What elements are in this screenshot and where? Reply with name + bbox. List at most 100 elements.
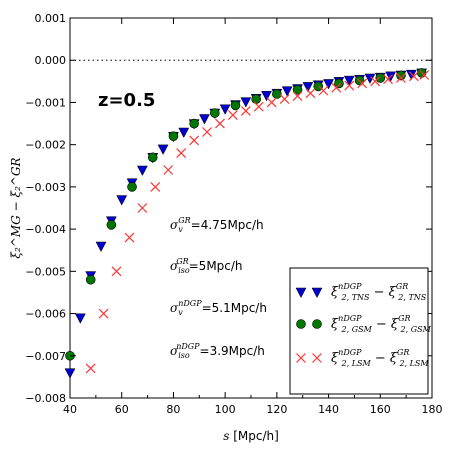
point-lsm	[137, 203, 148, 213]
point-lsm	[202, 127, 212, 137]
point-tns	[302, 82, 314, 93]
point-gsm	[334, 78, 344, 89]
point-lsm	[124, 232, 135, 243]
point-lsm	[305, 88, 316, 99]
point-lsm	[98, 308, 109, 319]
point-lsm	[85, 363, 96, 374]
point-gsm	[313, 81, 324, 92]
point-lsm	[292, 91, 303, 102]
annotation-1: σvGR=4.75Mpc/h	[170, 216, 264, 234]
point-tns	[219, 104, 231, 115]
point-gsm	[147, 152, 158, 163]
legend-marker-lsm	[312, 353, 322, 363]
point-lsm-stroke	[396, 73, 406, 83]
y-tick-label: −0.006	[25, 308, 66, 321]
x-tick-label: 120	[266, 403, 287, 416]
point-lsm-stroke	[305, 88, 316, 99]
ticks-layer: 40 60 80 100 120 140 160 180 0.001 0.000 −0.001 −0.…	[25, 12, 442, 416]
point-gsm	[189, 118, 199, 129]
point-tns	[64, 368, 76, 379]
point-lsm-stroke	[189, 135, 200, 146]
point-tns	[281, 86, 293, 97]
y-tick-label: −0.008	[25, 392, 66, 405]
annotation-2: σisoGR=5Mpc/h	[170, 257, 243, 275]
point-lsm-stroke	[419, 70, 430, 80]
y-tick-label: −0.007	[25, 350, 66, 363]
point-lsm	[331, 82, 342, 93]
point-tns	[323, 79, 334, 90]
point-tns	[199, 114, 210, 125]
point-gsm	[375, 73, 386, 83]
legend-marker-gsm	[312, 319, 322, 329]
point-gsm	[272, 89, 282, 99]
point-tns	[116, 195, 128, 206]
legend-marker-tns	[295, 287, 307, 299]
point-lsm-stroke	[137, 203, 148, 213]
point-lsm	[408, 71, 419, 82]
point-lsm	[318, 85, 329, 96]
series-layer	[64, 68, 430, 379]
legend-marker-lsm-stroke	[296, 353, 306, 363]
point-gsm	[127, 182, 137, 192]
x-tick-label: 60	[115, 403, 129, 416]
point-gsm	[106, 220, 117, 230]
legend-marker-tns	[311, 287, 323, 299]
point-lsm-stroke	[202, 127, 212, 137]
point-lsm-stroke	[266, 97, 277, 108]
point-gsm	[85, 274, 96, 285]
point-lsm-stroke	[163, 165, 174, 175]
point-lsm	[150, 181, 161, 192]
point-gsm	[251, 94, 261, 104]
point-lsm	[111, 266, 122, 277]
point-lsm-stroke	[98, 308, 109, 319]
point-lsm-stroke	[331, 82, 342, 93]
point-lsm	[370, 76, 381, 87]
y-tick-label: 0.001	[35, 12, 67, 25]
point-lsm	[227, 110, 238, 121]
point-tns	[405, 69, 417, 81]
x-tick-label: 100	[215, 403, 236, 416]
point-gsm	[292, 84, 303, 95]
point-gsm	[168, 131, 179, 142]
point-lsm	[240, 105, 251, 116]
legend-marker-lsm-stroke	[312, 353, 322, 363]
series-gsm	[65, 68, 427, 361]
point-lsm-stroke	[357, 78, 368, 89]
y-tick-label: −0.001	[25, 96, 66, 109]
y-tick-label: −0.003	[25, 181, 66, 194]
point-lsm	[357, 78, 368, 89]
point-gsm	[210, 108, 220, 118]
x-tick-label: 140	[318, 403, 339, 416]
point-lsm-stroke	[253, 101, 264, 112]
y-tick-label: −0.004	[25, 223, 66, 236]
axis-labels-layer: s [Mpc/h] ξ₂^MG − ξ₂^GR	[9, 157, 279, 443]
point-lsm-stroke	[176, 148, 187, 159]
point-tns	[136, 165, 148, 177]
point-tns	[261, 91, 272, 102]
point-lsm	[266, 97, 277, 108]
annotation-3: σvnDGP=5.1Mpc/h	[170, 299, 267, 317]
point-gsm	[230, 100, 241, 111]
y-tick-label: 0.000	[35, 54, 67, 67]
point-tns	[343, 75, 355, 87]
x-tick-label: 180	[422, 403, 443, 416]
point-lsm-stroke	[318, 85, 329, 96]
series-lsm	[85, 70, 430, 374]
point-lsm	[215, 118, 225, 129]
legend-label-lsm: ξnDGP 2, LSM − ξGR 2, LSM	[331, 348, 429, 368]
legend-label-tns: ξnDGP 2, TNS − ξGR 2, TNS	[331, 282, 427, 302]
point-lsm-stroke	[215, 118, 225, 129]
legend-marker-lsm	[296, 353, 306, 363]
point-lsm-stroke	[344, 80, 355, 91]
point-lsm	[344, 80, 355, 91]
point-tns	[74, 313, 86, 324]
point-lsm-stroke	[279, 94, 290, 104]
point-tns	[178, 127, 190, 139]
point-lsm	[419, 70, 430, 80]
point-lsm-stroke	[370, 76, 381, 87]
point-lsm	[396, 73, 406, 83]
point-lsm-stroke	[150, 181, 161, 192]
point-lsm-stroke	[85, 363, 96, 374]
point-lsm-stroke	[240, 105, 251, 116]
